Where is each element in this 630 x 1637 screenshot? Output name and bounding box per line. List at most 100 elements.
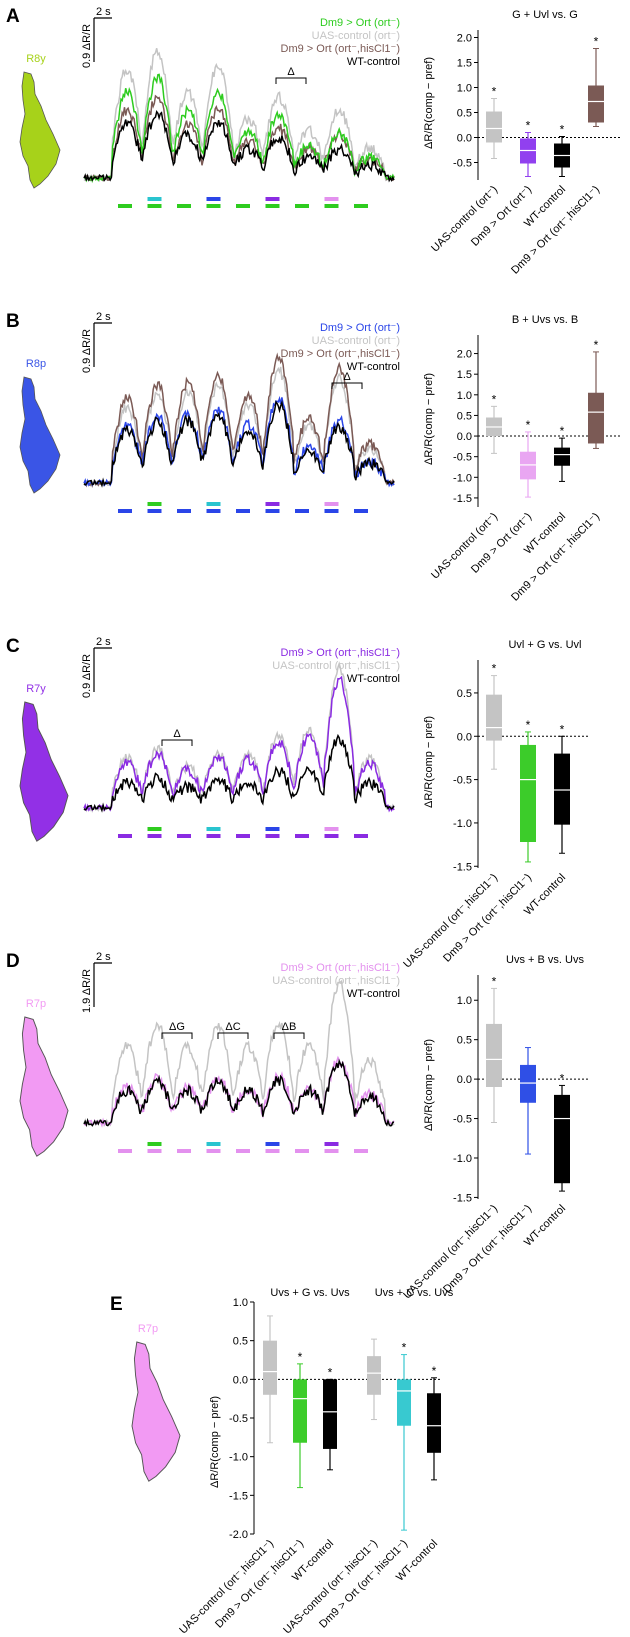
stats-plot: G + Uvl vs. G ΔR/R(comp − pref) 2.0 1.5 1.0 0… bbox=[423, 9, 622, 277]
trace-black bbox=[83, 109, 395, 183]
cell-illustration: R7p bbox=[131, 1323, 181, 1482]
group-title: Uvs + G vs. Uvs bbox=[270, 1287, 350, 1299]
y-tick-label: 0.0 bbox=[457, 731, 472, 743]
box-body bbox=[397, 1379, 411, 1426]
stimulus-bar-base bbox=[147, 204, 162, 208]
y-tick-label: 0.0 bbox=[457, 133, 472, 145]
stats-ylabel: ΔR/R(comp − pref) bbox=[423, 373, 435, 465]
delta-bracket bbox=[273, 1032, 305, 1039]
y-tick-label: 0.5 bbox=[233, 1336, 248, 1348]
stimulus-bar-base bbox=[177, 834, 191, 838]
stimulus-bar-base bbox=[295, 1149, 309, 1153]
stimulus-bar-base bbox=[206, 204, 221, 208]
stimulus-bar-base bbox=[354, 834, 368, 838]
significance-star: * bbox=[560, 123, 565, 137]
stimulus-bar-violet bbox=[324, 1142, 339, 1146]
cell-illustration: R8p bbox=[19, 358, 61, 494]
stimulus-bar-base bbox=[177, 1149, 191, 1153]
stimulus-bar-base bbox=[354, 509, 368, 513]
box-body bbox=[520, 451, 536, 480]
trace-black bbox=[83, 399, 395, 488]
significance-star: * bbox=[492, 974, 497, 988]
panel-label: D bbox=[6, 951, 20, 972]
scale-amp-label: 0.9 ΔR/R bbox=[81, 654, 93, 698]
trace-green bbox=[83, 73, 395, 183]
trace-violet bbox=[83, 675, 395, 813]
stimulus-bar-base bbox=[324, 1149, 339, 1153]
box-body bbox=[588, 392, 604, 444]
legend-entry: WT-control bbox=[347, 361, 400, 373]
significance-star: * bbox=[402, 1341, 407, 1355]
stimulus-bar-base bbox=[147, 1149, 162, 1153]
significance-star: * bbox=[492, 85, 497, 99]
significance-star: * bbox=[526, 718, 531, 732]
stimulus-bar-blue bbox=[265, 1142, 280, 1146]
stimulus-bar-blue bbox=[265, 827, 280, 831]
delta-label: ΔC bbox=[225, 1021, 240, 1033]
stats-plot: Uvs + B vs. Uvs ΔR/R(comp − pref) 1.0 0.5 0.… bbox=[401, 954, 588, 1301]
legend-entry: Dm9 > Ort (ort⁻) bbox=[320, 322, 400, 334]
y-tick-label: -2.0 bbox=[229, 1529, 248, 1541]
y-tick-label: -1.5 bbox=[453, 493, 472, 505]
category-label: Dm9 > Ort (ort⁻) bbox=[469, 511, 534, 576]
cell-label: R8y bbox=[26, 53, 46, 65]
scale-bar bbox=[93, 647, 112, 692]
delta-bracket bbox=[161, 739, 193, 746]
box-plot: 2.01.51.00.50.0-0.5*UAS-control (ort⁻)*D… bbox=[429, 30, 622, 277]
delta-label: ΔB bbox=[282, 1021, 297, 1033]
stats-title: Uvl + G vs. Uvl bbox=[508, 639, 581, 651]
significance-star: * bbox=[328, 1365, 333, 1379]
stimulus-bar-base bbox=[324, 509, 339, 513]
box-body bbox=[486, 1023, 502, 1087]
box-body bbox=[427, 1393, 441, 1453]
stimulus-bar-base bbox=[354, 1149, 368, 1153]
panel-label: C bbox=[6, 636, 20, 657]
significance-star: * bbox=[492, 662, 497, 676]
y-tick-label: 1.5 bbox=[457, 58, 472, 70]
box-body bbox=[486, 111, 502, 143]
trace-gray bbox=[83, 979, 395, 1128]
y-tick-label: -1.0 bbox=[453, 1153, 472, 1165]
significance-star: * bbox=[560, 1071, 565, 1085]
legend-entry: WT-control bbox=[347, 673, 400, 685]
box-body bbox=[588, 85, 604, 123]
significance-star: * bbox=[526, 119, 531, 133]
y-tick-label: -1.5 bbox=[453, 1192, 472, 1204]
box-plot: 1.00.50.0-0.5-1.0-1.5*UAS-control (ort⁻,… bbox=[401, 974, 588, 1301]
legend-entry: WT-control bbox=[347, 988, 400, 1000]
scale-time-label: 2 s bbox=[96, 311, 111, 323]
delta-bracket bbox=[217, 1032, 249, 1039]
stimulus-bar-base bbox=[118, 834, 132, 838]
trace-plot: 2 s0.9 ΔR/R Dm9 > Ort (ort⁻)UAS-control (… bbox=[81, 311, 400, 513]
stimulus-bar-base bbox=[324, 834, 339, 838]
box-body bbox=[554, 753, 570, 825]
trace-plot: 2 s1.9 ΔR/R Dm9 > Ort (ort⁻,hisCl1⁻)UAS-c… bbox=[81, 951, 400, 1153]
stimulus-bar-base bbox=[265, 509, 280, 513]
box-body bbox=[520, 744, 536, 842]
box-body bbox=[293, 1379, 307, 1443]
trace-black bbox=[83, 1058, 395, 1128]
stimulus-bar-green bbox=[147, 1142, 162, 1146]
y-tick-label: -1.5 bbox=[229, 1490, 248, 1502]
significance-star: * bbox=[432, 1364, 437, 1378]
stimulus-bar-base bbox=[206, 834, 221, 838]
y-tick-label: 0.5 bbox=[457, 410, 472, 422]
cell-label: R7y bbox=[26, 683, 46, 695]
legend-entry: Dm9 > Ort (ort⁻,hisCl1⁻) bbox=[281, 962, 401, 974]
stimulus-bar-green bbox=[147, 827, 162, 831]
significance-star: * bbox=[298, 1350, 303, 1364]
y-tick-label: 1.0 bbox=[457, 83, 472, 95]
stimulus-bar-cyan bbox=[206, 827, 221, 831]
y-tick-label: -0.5 bbox=[453, 452, 472, 464]
delta-bracket bbox=[275, 77, 307, 84]
cell-shape bbox=[19, 701, 69, 842]
stimulus-bar-base bbox=[206, 1149, 221, 1153]
stats-ylabel: ΔR/R(comp − pref) bbox=[209, 1396, 221, 1488]
box-body bbox=[520, 1064, 536, 1103]
legend-entry: UAS-control (ort⁻,hisCl1⁻) bbox=[272, 660, 400, 672]
group-title: Uvs + C vs. Uvs bbox=[375, 1287, 454, 1299]
y-tick-label: -1.5 bbox=[453, 861, 472, 873]
delta-label: Δ bbox=[173, 728, 181, 740]
